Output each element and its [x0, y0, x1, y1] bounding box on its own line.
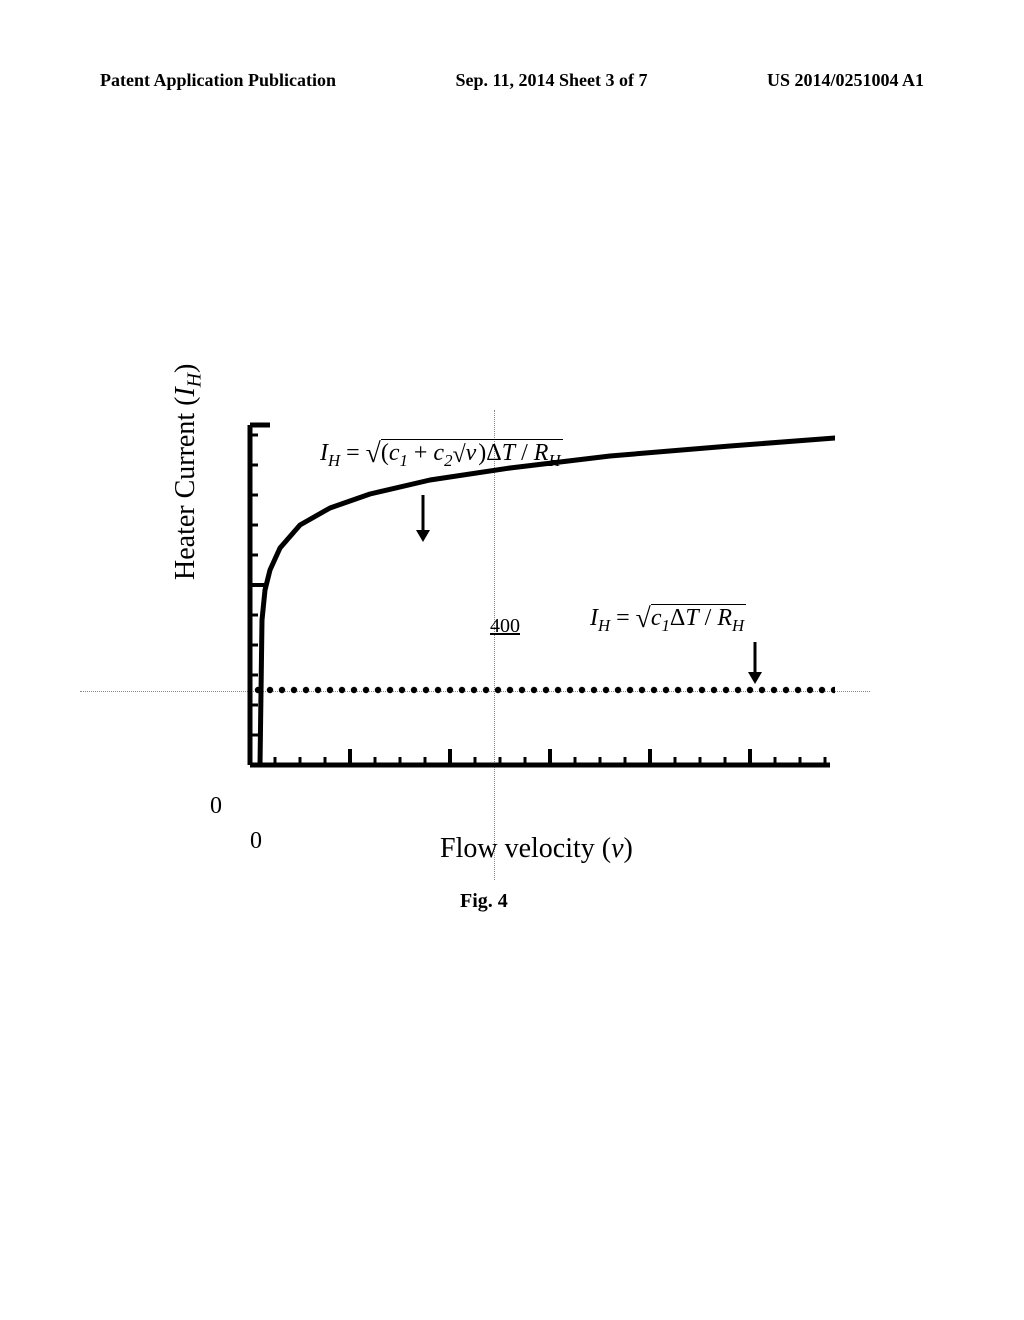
figure-caption: Fig. 4 — [460, 890, 508, 913]
y-axis-label: Heater Current (IH) — [170, 364, 207, 580]
axes-group — [250, 425, 830, 765]
page-header: Patent Application Publication Sep. 11, … — [0, 70, 1024, 91]
ticks-group — [250, 435, 825, 765]
arrows-group — [416, 495, 762, 684]
header-right: US 2014/0251004 A1 — [767, 70, 924, 91]
plot-canvas — [245, 420, 835, 785]
baseline-dotted — [255, 687, 835, 693]
x-axis-label: Flow velocity (v) — [440, 833, 633, 865]
heater-current-curve — [260, 438, 835, 765]
chart-figure-4: Heater Current (IH) 0 0 Flow velocity (v… — [190, 420, 850, 860]
y-origin-label: 0 — [210, 793, 222, 820]
header-left: Patent Application Publication — [100, 70, 336, 91]
x-origin-label: 0 — [250, 828, 262, 855]
header-center: Sep. 11, 2014 Sheet 3 of 7 — [455, 70, 647, 91]
